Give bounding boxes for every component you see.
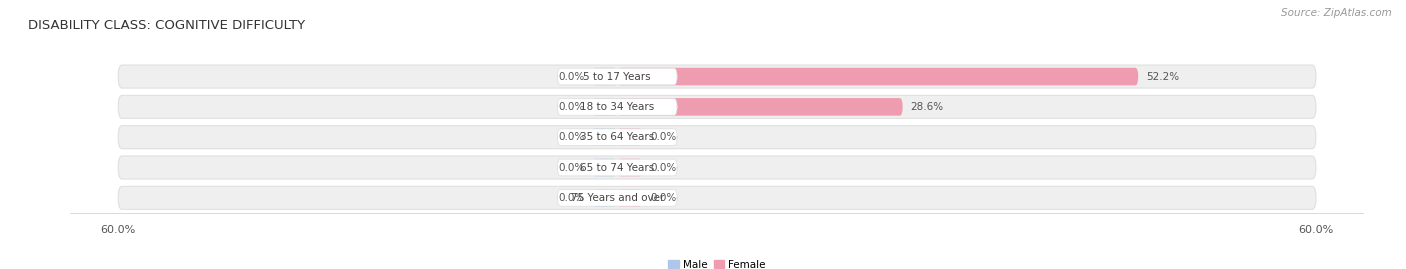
FancyBboxPatch shape <box>592 128 617 146</box>
Text: 5 to 17 Years: 5 to 17 Years <box>583 72 651 82</box>
FancyBboxPatch shape <box>557 189 678 206</box>
Text: 0.0%: 0.0% <box>650 132 676 142</box>
FancyBboxPatch shape <box>592 159 617 176</box>
Text: 65 to 74 Years: 65 to 74 Years <box>581 162 654 172</box>
FancyBboxPatch shape <box>557 129 678 146</box>
FancyBboxPatch shape <box>557 159 678 176</box>
FancyBboxPatch shape <box>118 126 1316 149</box>
FancyBboxPatch shape <box>118 95 1316 118</box>
FancyBboxPatch shape <box>592 68 617 85</box>
Text: 0.0%: 0.0% <box>558 162 585 172</box>
FancyBboxPatch shape <box>617 68 1139 85</box>
Text: 0.0%: 0.0% <box>650 162 676 172</box>
FancyBboxPatch shape <box>118 186 1316 209</box>
FancyBboxPatch shape <box>592 98 617 116</box>
Text: 0.0%: 0.0% <box>558 193 585 203</box>
Text: 75 Years and over: 75 Years and over <box>571 193 664 203</box>
Legend: Male, Female: Male, Female <box>664 255 770 269</box>
Text: 0.0%: 0.0% <box>558 72 585 82</box>
FancyBboxPatch shape <box>617 189 643 207</box>
FancyBboxPatch shape <box>118 156 1316 179</box>
Text: Source: ZipAtlas.com: Source: ZipAtlas.com <box>1281 8 1392 18</box>
FancyBboxPatch shape <box>617 159 643 176</box>
FancyBboxPatch shape <box>617 98 903 116</box>
Text: 0.0%: 0.0% <box>558 102 585 112</box>
Text: 18 to 34 Years: 18 to 34 Years <box>581 102 654 112</box>
Text: 52.2%: 52.2% <box>1146 72 1180 82</box>
Text: 0.0%: 0.0% <box>650 193 676 203</box>
FancyBboxPatch shape <box>118 65 1316 88</box>
FancyBboxPatch shape <box>557 98 678 115</box>
FancyBboxPatch shape <box>592 189 617 207</box>
Text: 35 to 64 Years: 35 to 64 Years <box>581 132 654 142</box>
Text: DISABILITY CLASS: COGNITIVE DIFFICULTY: DISABILITY CLASS: COGNITIVE DIFFICULTY <box>28 19 305 32</box>
FancyBboxPatch shape <box>557 68 678 85</box>
FancyBboxPatch shape <box>617 128 643 146</box>
Text: 0.0%: 0.0% <box>558 132 585 142</box>
Text: 28.6%: 28.6% <box>911 102 943 112</box>
